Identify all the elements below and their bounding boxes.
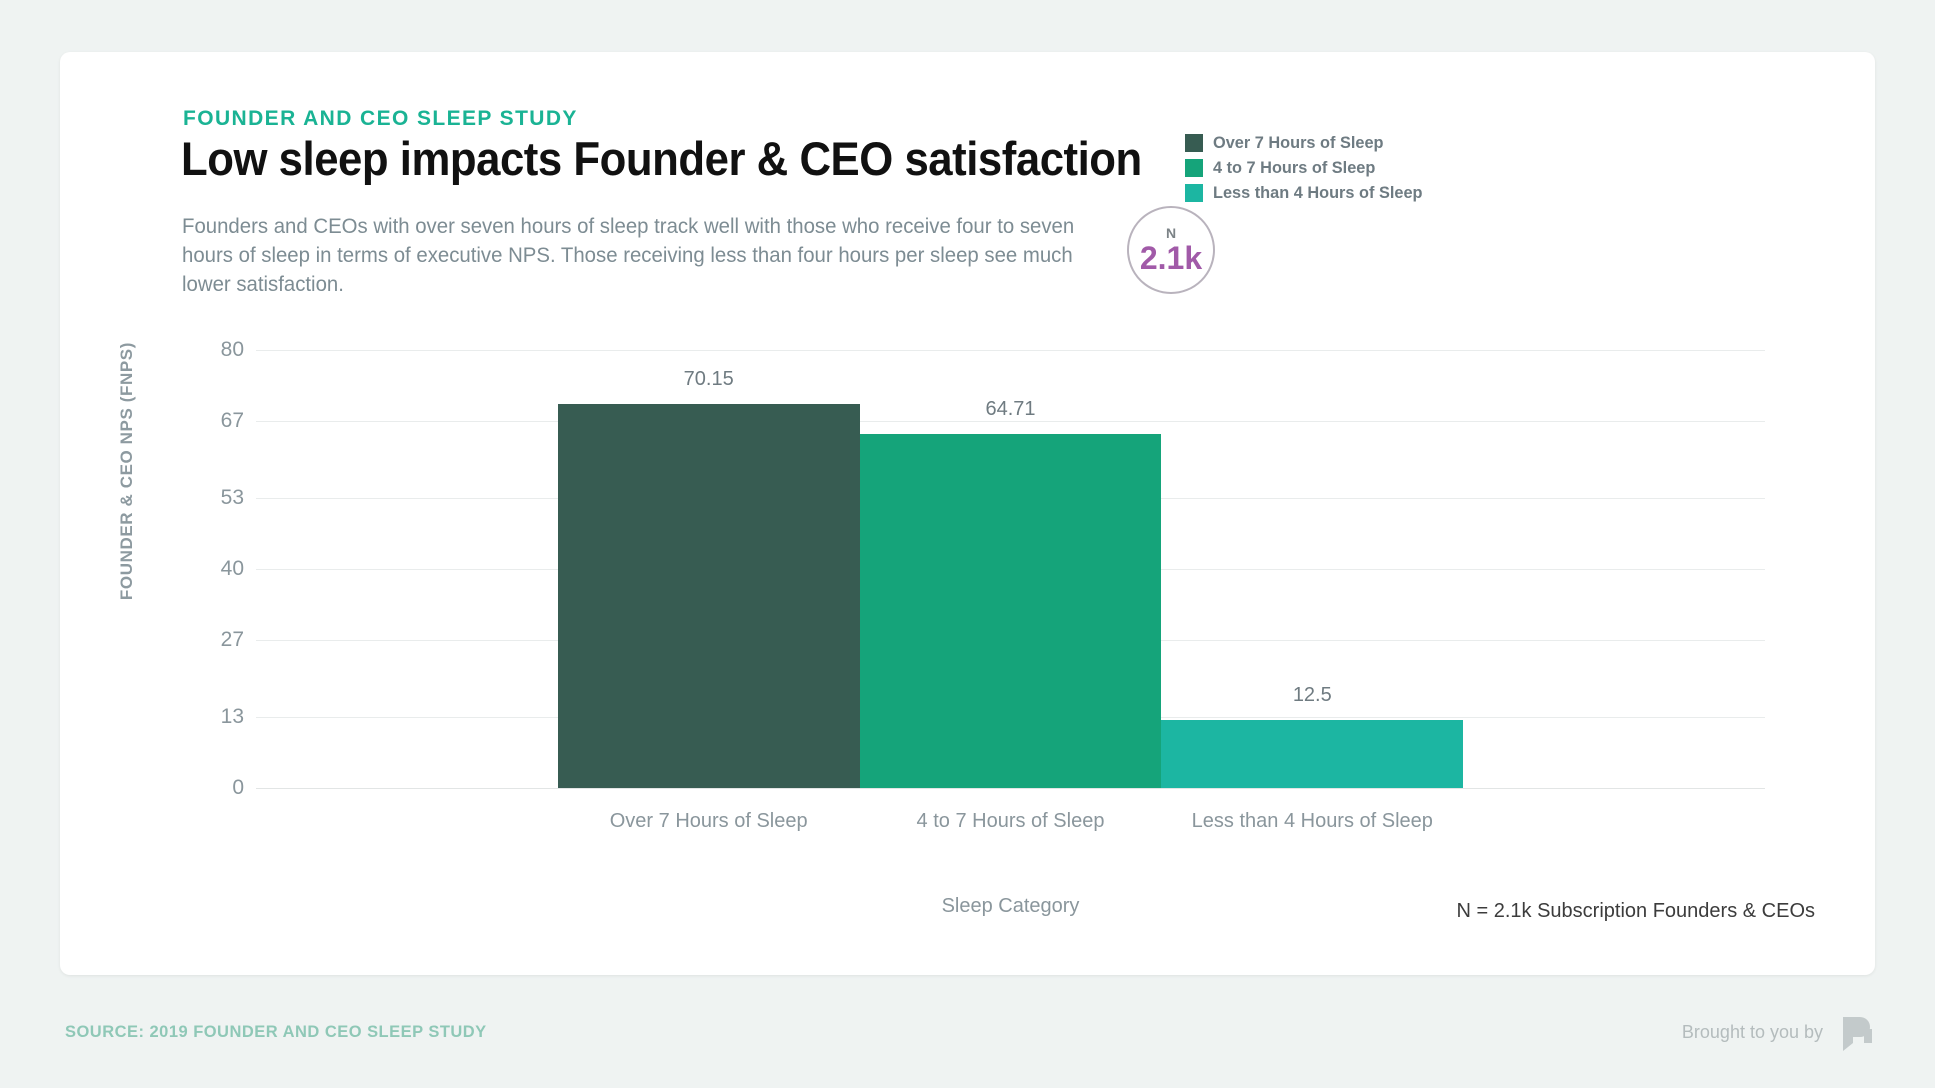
y-axis-tick-label: 53 bbox=[220, 485, 244, 509]
chart-legend: Over 7 Hours of Sleep 4 to 7 Hours of Sle… bbox=[1185, 133, 1431, 209]
y-axis-tick-label: 13 bbox=[220, 704, 244, 728]
x-axis-tick-label: Over 7 Hours of Sleep bbox=[609, 810, 808, 832]
y-axis-title: FOUNDER & CEO NPS (FNPS) bbox=[117, 342, 136, 601]
bar-value-label: 12.5 bbox=[1292, 683, 1332, 706]
gridline bbox=[256, 421, 1765, 423]
chart-footnote: N = 2.1k Subscription Founders & CEOs bbox=[1456, 900, 1816, 922]
y-axis-tick-label: 80 bbox=[220, 338, 244, 361]
legend-item-label: Over 7 Hours of Sleep bbox=[1213, 133, 1384, 152]
subtitle-text: Founders and CEOs with over seven hours … bbox=[182, 215, 1075, 296]
gridline bbox=[256, 350, 1765, 351]
bar[interactable] bbox=[859, 433, 1162, 788]
legend-item[interactable]: Less than 4 Hours of Sleep bbox=[1185, 183, 1431, 202]
x-axis-line bbox=[256, 788, 1765, 789]
sample-size-badge: N 2.1k bbox=[1127, 206, 1215, 294]
sample-size-value: 2.1k bbox=[1139, 240, 1203, 276]
plot-area: 80 67 53 40 27 13 0 70.15 Over 7 Hours of Sleep 6… bbox=[221, 338, 1765, 832]
legend-item[interactable]: 4 to 7 Hours of Sleep bbox=[1185, 158, 1431, 177]
profitwell-logo-icon bbox=[1843, 1017, 1872, 1051]
bar[interactable] bbox=[557, 403, 860, 788]
legend-swatch-icon bbox=[1185, 159, 1203, 177]
legend-item-label: 4 to 7 Hours of Sleep bbox=[1213, 158, 1376, 177]
bar[interactable] bbox=[1161, 719, 1464, 788]
source-label: SOURCE: 2019 FOUNDER AND CEO SLEEP STUDY bbox=[65, 1022, 487, 1041]
legend-swatch-icon bbox=[1185, 184, 1203, 202]
legend-swatch-icon bbox=[1185, 134, 1203, 152]
bar-value-label: 70.15 bbox=[683, 367, 734, 390]
eyebrow-label: FOUNDER AND CEO SLEEP STUDY bbox=[183, 107, 578, 130]
x-axis-tick-label: 4 to 7 Hours of Sleep bbox=[916, 810, 1105, 832]
brought-to-you-by-label: Brought to you by bbox=[1681, 1022, 1823, 1042]
sample-size-label: N bbox=[1165, 225, 1177, 241]
y-axis-tick-label: 67 bbox=[220, 409, 244, 433]
legend-item-label: Less than 4 Hours of Sleep bbox=[1213, 183, 1423, 202]
x-axis-title: Sleep Category bbox=[941, 895, 1080, 917]
chart-card: FOUNDER AND CEO SLEEP STUDY Low sleep im… bbox=[60, 52, 1875, 975]
x-axis-tick-label: Less than 4 Hours of Sleep bbox=[1191, 810, 1433, 832]
y-axis-tick-label: 0 bbox=[232, 776, 244, 799]
y-axis-tick-label: 27 bbox=[220, 628, 244, 652]
page-title: Low sleep impacts Founder & CEO satisfac… bbox=[181, 132, 1142, 185]
legend-item[interactable]: Over 7 Hours of Sleep bbox=[1185, 133, 1431, 152]
y-axis-tick-label: 40 bbox=[220, 557, 244, 580]
bar-value-label: 64.71 bbox=[985, 397, 1036, 420]
